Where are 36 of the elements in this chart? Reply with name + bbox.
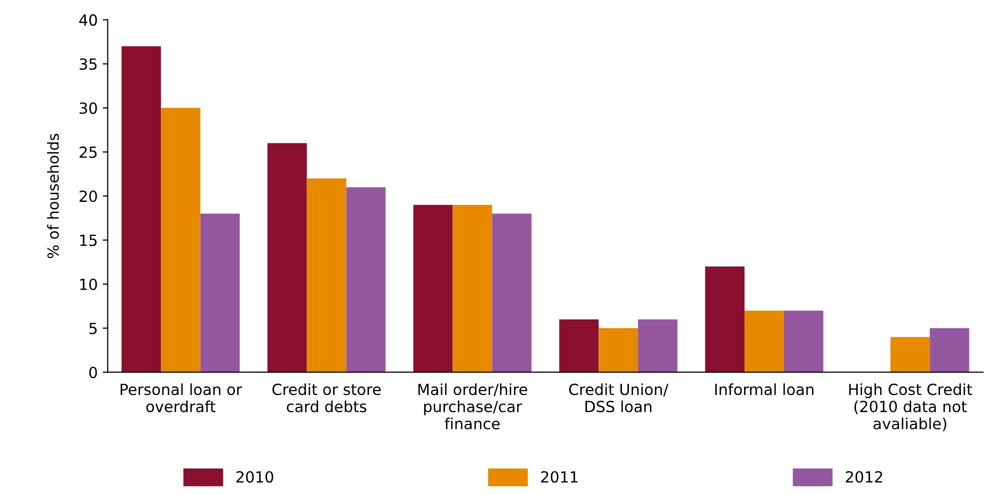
bar (160, 108, 200, 372)
bar (784, 310, 824, 372)
bar (492, 214, 532, 372)
bar (306, 178, 346, 372)
y-tick-label: 5 (89, 322, 97, 334)
bar (744, 310, 784, 372)
legend-label: 2010 (236, 471, 274, 483)
y-tick-label: 30 (80, 102, 97, 114)
bar (705, 266, 745, 372)
bar (267, 143, 307, 372)
bar (890, 336, 930, 372)
bar (598, 328, 638, 372)
x-tick-label: Informal loan (715, 383, 814, 396)
bar (452, 204, 492, 372)
y-tick-label: 0 (89, 366, 97, 378)
legend-label: 2011 (541, 471, 578, 483)
bar (346, 187, 386, 372)
y-tick-label: 40 (79, 14, 97, 26)
x-tick-label: High Cost Credit (2010 data not avaliable) (849, 383, 972, 432)
bar (559, 319, 599, 372)
y-tick-label: 35 (80, 58, 97, 70)
legend-label: 2012 (846, 471, 882, 483)
bar (638, 319, 678, 372)
bar (200, 214, 240, 372)
x-tick-label: Mail order/hire purchase/car finance (418, 383, 528, 430)
y-tick-label: 10 (80, 278, 97, 290)
y-tick-label: 25 (80, 146, 97, 158)
bar (413, 204, 453, 372)
x-tick-label: Credit Union/ DSS loan (569, 383, 668, 412)
bar (930, 328, 970, 372)
x-tick-label: Credit or store card debts (272, 383, 381, 412)
x-tick-label: Personal loan or overdraft (120, 383, 242, 412)
bar (122, 46, 161, 372)
y-axis-title: % of households (47, 134, 59, 258)
y-tick-label: 20 (80, 190, 97, 202)
y-tick-label: 15 (80, 234, 97, 246)
